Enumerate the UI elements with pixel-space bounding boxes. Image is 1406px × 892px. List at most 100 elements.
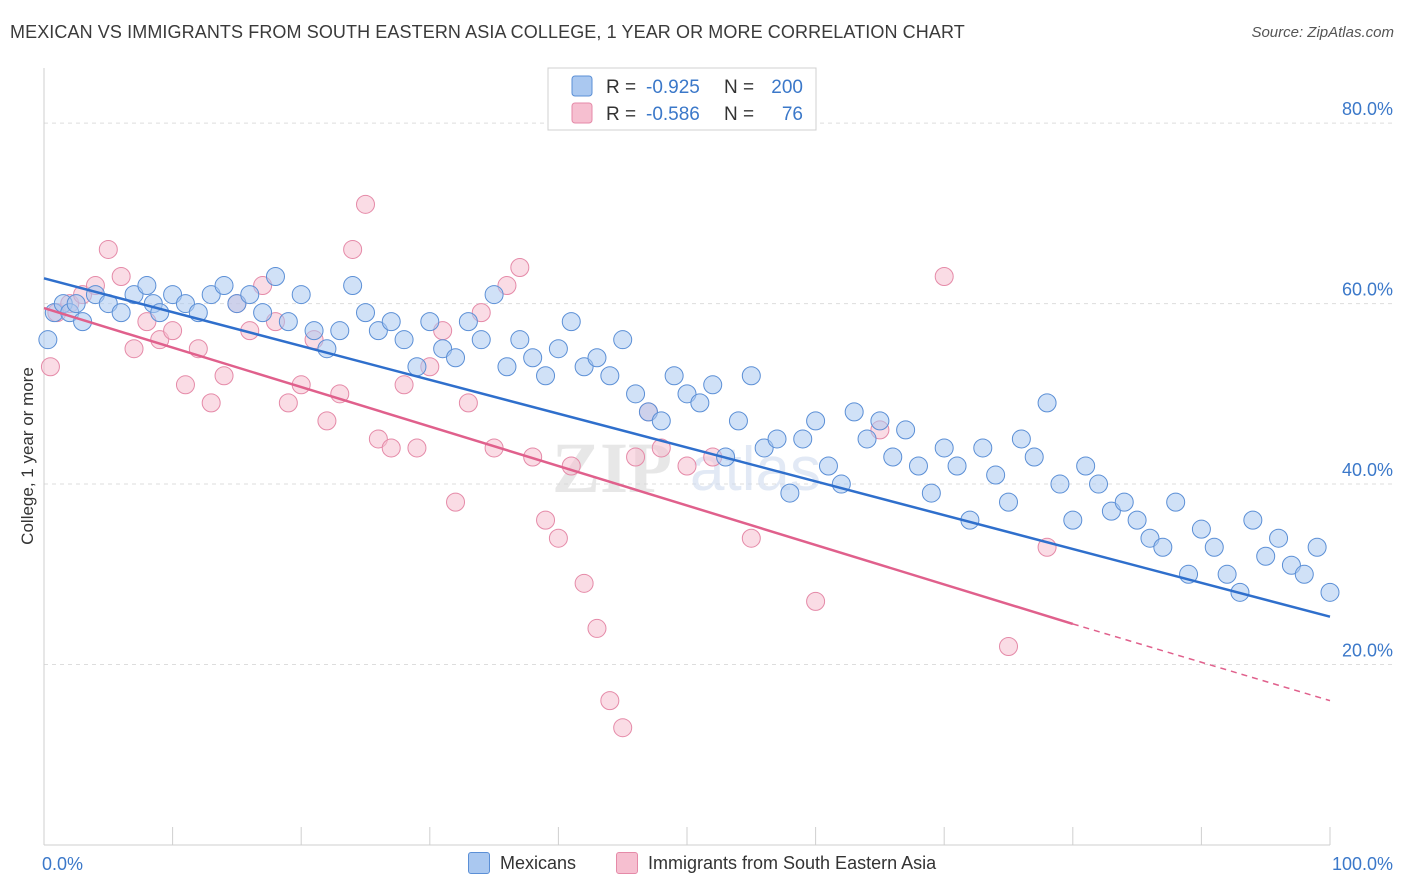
chart-source: Source: ZipAtlas.com [1251, 24, 1394, 41]
y-tick-labels: 20.0% 40.0% 60.0% 80.0% [1342, 99, 1393, 660]
legend-n-label-2: N = [724, 104, 754, 125]
point-mexicans [703, 375, 723, 395]
chart-title: MEXICAN VS IMMIGRANTS FROM SOUTH EASTERN… [10, 22, 965, 42]
y-tick-label: 20.0% [1342, 641, 1393, 661]
point-mexicans [908, 456, 928, 476]
legend-r-label-1: R = [606, 77, 636, 98]
point-mexicans [818, 456, 838, 476]
point-mexicans [38, 330, 58, 350]
point-mexicans [896, 420, 916, 440]
point-mexicans [1127, 510, 1147, 530]
point-immigrants [458, 393, 478, 413]
point-immigrants [626, 447, 646, 467]
point-mexicans [1011, 429, 1031, 449]
point-mexicans [1243, 510, 1263, 530]
point-immigrants [999, 636, 1018, 656]
point-mexicans [638, 402, 658, 422]
point-immigrants [536, 510, 556, 530]
point-mexicans [883, 447, 903, 467]
point-mexicans [394, 330, 414, 350]
point-mexicans [1037, 393, 1057, 413]
point-mexicans [613, 330, 633, 350]
point-mexicans [471, 330, 491, 350]
point-mexicans [330, 321, 350, 341]
point-immigrants [137, 312, 157, 332]
point-mexicans [253, 303, 273, 323]
point-mexicans [265, 267, 285, 287]
point-immigrants [587, 618, 607, 638]
bottom-legend-swatch-immigrants [616, 852, 638, 874]
point-mexicans [1114, 492, 1134, 512]
point-mexicans [1076, 456, 1096, 476]
point-immigrants [381, 438, 401, 458]
point-mexicans [368, 321, 388, 341]
y-tick-label: 40.0% [1342, 460, 1393, 480]
point-immigrants [446, 492, 466, 512]
bottom-legend-swatch-mexicans [468, 852, 490, 874]
point-mexicans [291, 285, 311, 305]
point-mexicans [664, 366, 684, 386]
point-immigrants [278, 393, 298, 413]
point-mexicans [484, 285, 504, 305]
point-immigrants [201, 393, 221, 413]
legend-r-value-2: -0.586 [646, 104, 700, 125]
point-mexicans [690, 393, 710, 413]
point-mexicans [677, 384, 697, 404]
point-mexicans [1140, 528, 1160, 548]
point-mexicans [973, 438, 993, 458]
point-mexicans [278, 312, 298, 332]
point-immigrants [497, 276, 517, 296]
point-mexicans [986, 465, 1006, 485]
point-mexicans [728, 411, 748, 431]
point-mexicans [458, 312, 478, 332]
point-mexicans [227, 294, 247, 314]
x-tick-labels: 0.0% 100.0% [42, 854, 1393, 874]
point-mexicans [767, 429, 787, 449]
legend-swatch-immigrants [571, 102, 593, 124]
point-mexicans [806, 411, 826, 431]
point-mexicans [66, 294, 86, 314]
point-mexicans [921, 483, 941, 503]
point-mexicans [780, 483, 800, 503]
point-mexicans [201, 285, 221, 305]
point-mexicans [561, 312, 581, 332]
trend-line-immigrants [43, 306, 1074, 626]
x-tick-label-max: 100.0% [1332, 854, 1393, 874]
point-mexicans [626, 384, 646, 404]
point-immigrants [394, 375, 414, 395]
bottom-legend-immigrants: Immigrants from South Eastern Asia [616, 852, 936, 874]
legend-r-label-2: R = [606, 104, 636, 125]
point-mexicans [407, 357, 427, 377]
bottom-legend: Mexicans Immigrants from South Eastern A… [0, 852, 1406, 876]
point-mexicans [304, 321, 324, 341]
point-mexicans [343, 276, 363, 296]
point-mexicans [651, 411, 671, 431]
point-mexicans [587, 348, 607, 368]
point-immigrants [343, 239, 363, 259]
point-mexicans [1204, 537, 1224, 557]
legend-n-value-1: 200 [771, 77, 803, 98]
trend-line-immigrants-extrapolated [1072, 623, 1331, 702]
point-immigrants [214, 366, 234, 386]
point-immigrants [253, 276, 273, 296]
point-immigrants [124, 339, 144, 359]
legend-n-value-2: 76 [782, 104, 803, 125]
point-immigrants [677, 456, 697, 476]
point-mexicans [536, 366, 556, 386]
point-mexicans [1191, 519, 1211, 539]
point-immigrants [40, 357, 60, 377]
y-tick-label: 60.0% [1342, 280, 1393, 300]
series-immigrants-points [40, 194, 1057, 738]
point-mexicans [600, 366, 620, 386]
trend-lines [43, 277, 1331, 702]
point-mexicans [497, 357, 517, 377]
point-mexicans [947, 456, 967, 476]
point-mexicans [433, 339, 453, 359]
point-mexicans [934, 438, 954, 458]
legend-r-value-1: -0.925 [646, 77, 700, 98]
point-mexicans [420, 312, 440, 332]
point-mexicans [857, 429, 877, 449]
point-mexicans [163, 285, 183, 305]
point-immigrants [934, 267, 954, 287]
